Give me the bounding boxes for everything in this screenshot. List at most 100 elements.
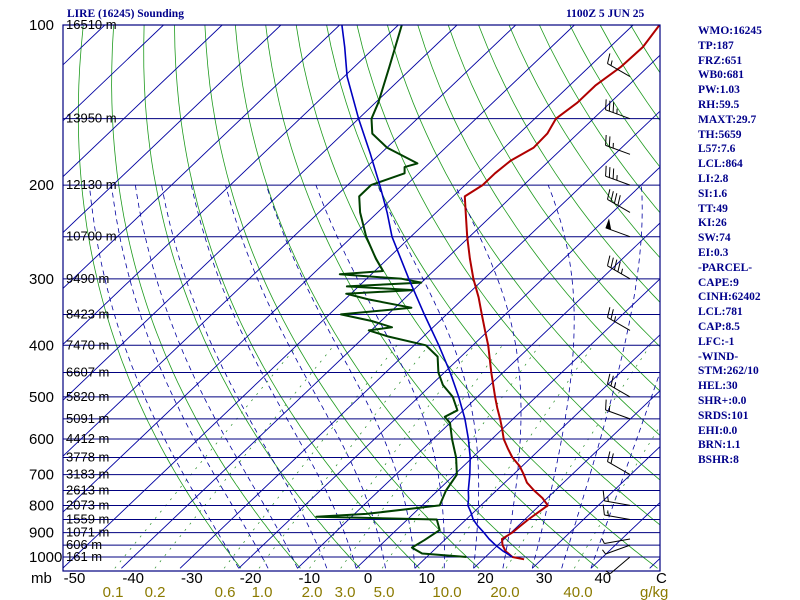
mixing-ratio-tick-label: 40.0 <box>563 584 592 600</box>
wind-barb-staff <box>609 556 631 575</box>
mixing-ratio-line <box>114 345 298 569</box>
wind-barb-half-flag <box>607 510 609 516</box>
mixing-ratio-tick-label: 1.0 <box>252 584 273 600</box>
wind-barb <box>605 218 631 238</box>
dry-adiabat-line <box>265 25 599 569</box>
isotherm-line <box>63 25 340 290</box>
wind-barb-flag <box>610 375 614 387</box>
temperature-profile-line <box>463 25 660 561</box>
wind-barb-half-flag <box>610 60 613 66</box>
height-label: 161 m <box>66 549 102 564</box>
background-lines <box>0 25 660 569</box>
index-item: LFC:-1 <box>698 335 735 348</box>
isotherm-line <box>121 54 660 569</box>
moist-adiabat-line <box>89 185 240 569</box>
pressure-tick-label: 400 <box>29 337 54 354</box>
wind-barb-flag <box>606 373 611 385</box>
temperature-tick-label: -50 <box>64 570 86 587</box>
dry-adiabat-line <box>417 25 660 392</box>
height-label: 2613 m <box>66 483 109 498</box>
pressure-axis-label: mb <box>31 570 52 587</box>
dry-adiabat-line <box>447 25 660 348</box>
wind-barb-staff <box>607 383 631 398</box>
wind-barb-staff <box>607 316 631 331</box>
wind-barb-staff <box>604 500 631 506</box>
isotherm-line <box>63 25 164 122</box>
wind-barb <box>606 53 631 78</box>
wind-barb <box>602 490 631 506</box>
wind-barb-flag <box>606 255 611 266</box>
dry-adiabat-line <box>204 25 480 569</box>
index-item: TT:49 <box>698 202 728 215</box>
temperature-tick-label: 10 <box>418 570 435 587</box>
wind-barb-half-flag <box>613 316 617 322</box>
plot-frame <box>62 24 661 572</box>
index-item: TH:5659 <box>698 128 742 141</box>
mixing-ratio-tick-label: 0.6 <box>215 584 236 600</box>
index-item: CAPE:9 <box>698 276 739 289</box>
isotherm-line <box>0 25 46 568</box>
index-item: CINH:62402 <box>698 291 761 304</box>
height-label: 9490 m <box>66 271 109 286</box>
mixing-ratio-line <box>154 345 335 569</box>
index-item: BRN:1.1 <box>698 439 741 452</box>
isotherm-line <box>531 445 660 569</box>
dewpoint-profile-line <box>315 25 467 558</box>
wind-barb <box>605 556 631 575</box>
wind-barb-flag <box>612 102 615 113</box>
height-label: 1559 m <box>66 512 109 527</box>
index-item: SRDS:101 <box>698 409 749 422</box>
wind-barb-flag <box>605 99 607 110</box>
dry-adiabat-line <box>478 25 660 303</box>
wind-barb-staff <box>605 109 631 120</box>
height-label: 16510 m <box>66 17 117 32</box>
wind-barb <box>605 165 631 186</box>
index-item: WMO:16245 <box>698 25 762 37</box>
dry-adiabat-line <box>387 25 660 436</box>
height-label: 606 m <box>66 537 102 552</box>
isotherm-line <box>63 25 282 234</box>
dry-adiabat-line <box>111 25 301 569</box>
height-label: 5820 m <box>66 389 109 404</box>
index-item: -PARCEL- <box>698 261 753 274</box>
temperature-tick-label: 20 <box>477 570 494 587</box>
wind-barb-flag <box>613 259 618 270</box>
parcel-path-line <box>341 25 513 558</box>
moist-adiabat-line <box>266 184 416 569</box>
pressure-tick-label: 900 <box>29 525 54 542</box>
dry-adiabat-line <box>174 25 420 569</box>
index-item: SW:74 <box>698 232 731 245</box>
height-label: 10700 m <box>66 229 117 244</box>
index-item: EHI:0.0 <box>698 424 738 437</box>
wind-barb-flag <box>608 136 611 147</box>
wind-barb-half-flag <box>601 538 605 544</box>
wind-barb <box>602 544 631 555</box>
pressure-tick-label: 700 <box>29 467 54 484</box>
sounding-indices-panel: WMO:16245 TP:187 FRZ:651 WB0:681 PW:1.03 RH:5… <box>698 24 798 468</box>
wind-barb-flag <box>606 189 611 200</box>
moist-adiabat-line <box>190 185 357 569</box>
mixing-ratio-tick-label: 20.0 <box>490 584 519 600</box>
height-label: 1071 m <box>66 525 109 540</box>
isotherm-line <box>179 110 660 569</box>
wind-barb-half-flag <box>620 268 624 274</box>
height-label: 3183 m <box>66 467 109 482</box>
index-item: HEL:30 <box>698 380 738 393</box>
isotherm-line <box>473 390 660 569</box>
dry-adiabat-line <box>143 25 361 569</box>
wind-barb <box>606 307 631 331</box>
mixing-ratio-tick-label: 10.0 <box>432 584 461 600</box>
wind-barb <box>605 99 631 120</box>
height-label: 8423 m <box>66 306 109 321</box>
wind-barb-flag <box>606 451 611 462</box>
index-item: RH:59.5 <box>698 98 740 111</box>
wind-barb-flag <box>610 453 614 464</box>
wind-barb-staff <box>605 144 631 155</box>
isotherm-line <box>63 25 575 513</box>
wind-barb-flag <box>605 165 607 177</box>
mixing-ratio-line <box>505 345 651 569</box>
dry-adiabat-line <box>326 25 660 526</box>
mixing-ratio-tick-label: 3.0 <box>335 584 356 600</box>
isotherm-line <box>238 166 660 569</box>
isotherm-line <box>297 222 660 569</box>
